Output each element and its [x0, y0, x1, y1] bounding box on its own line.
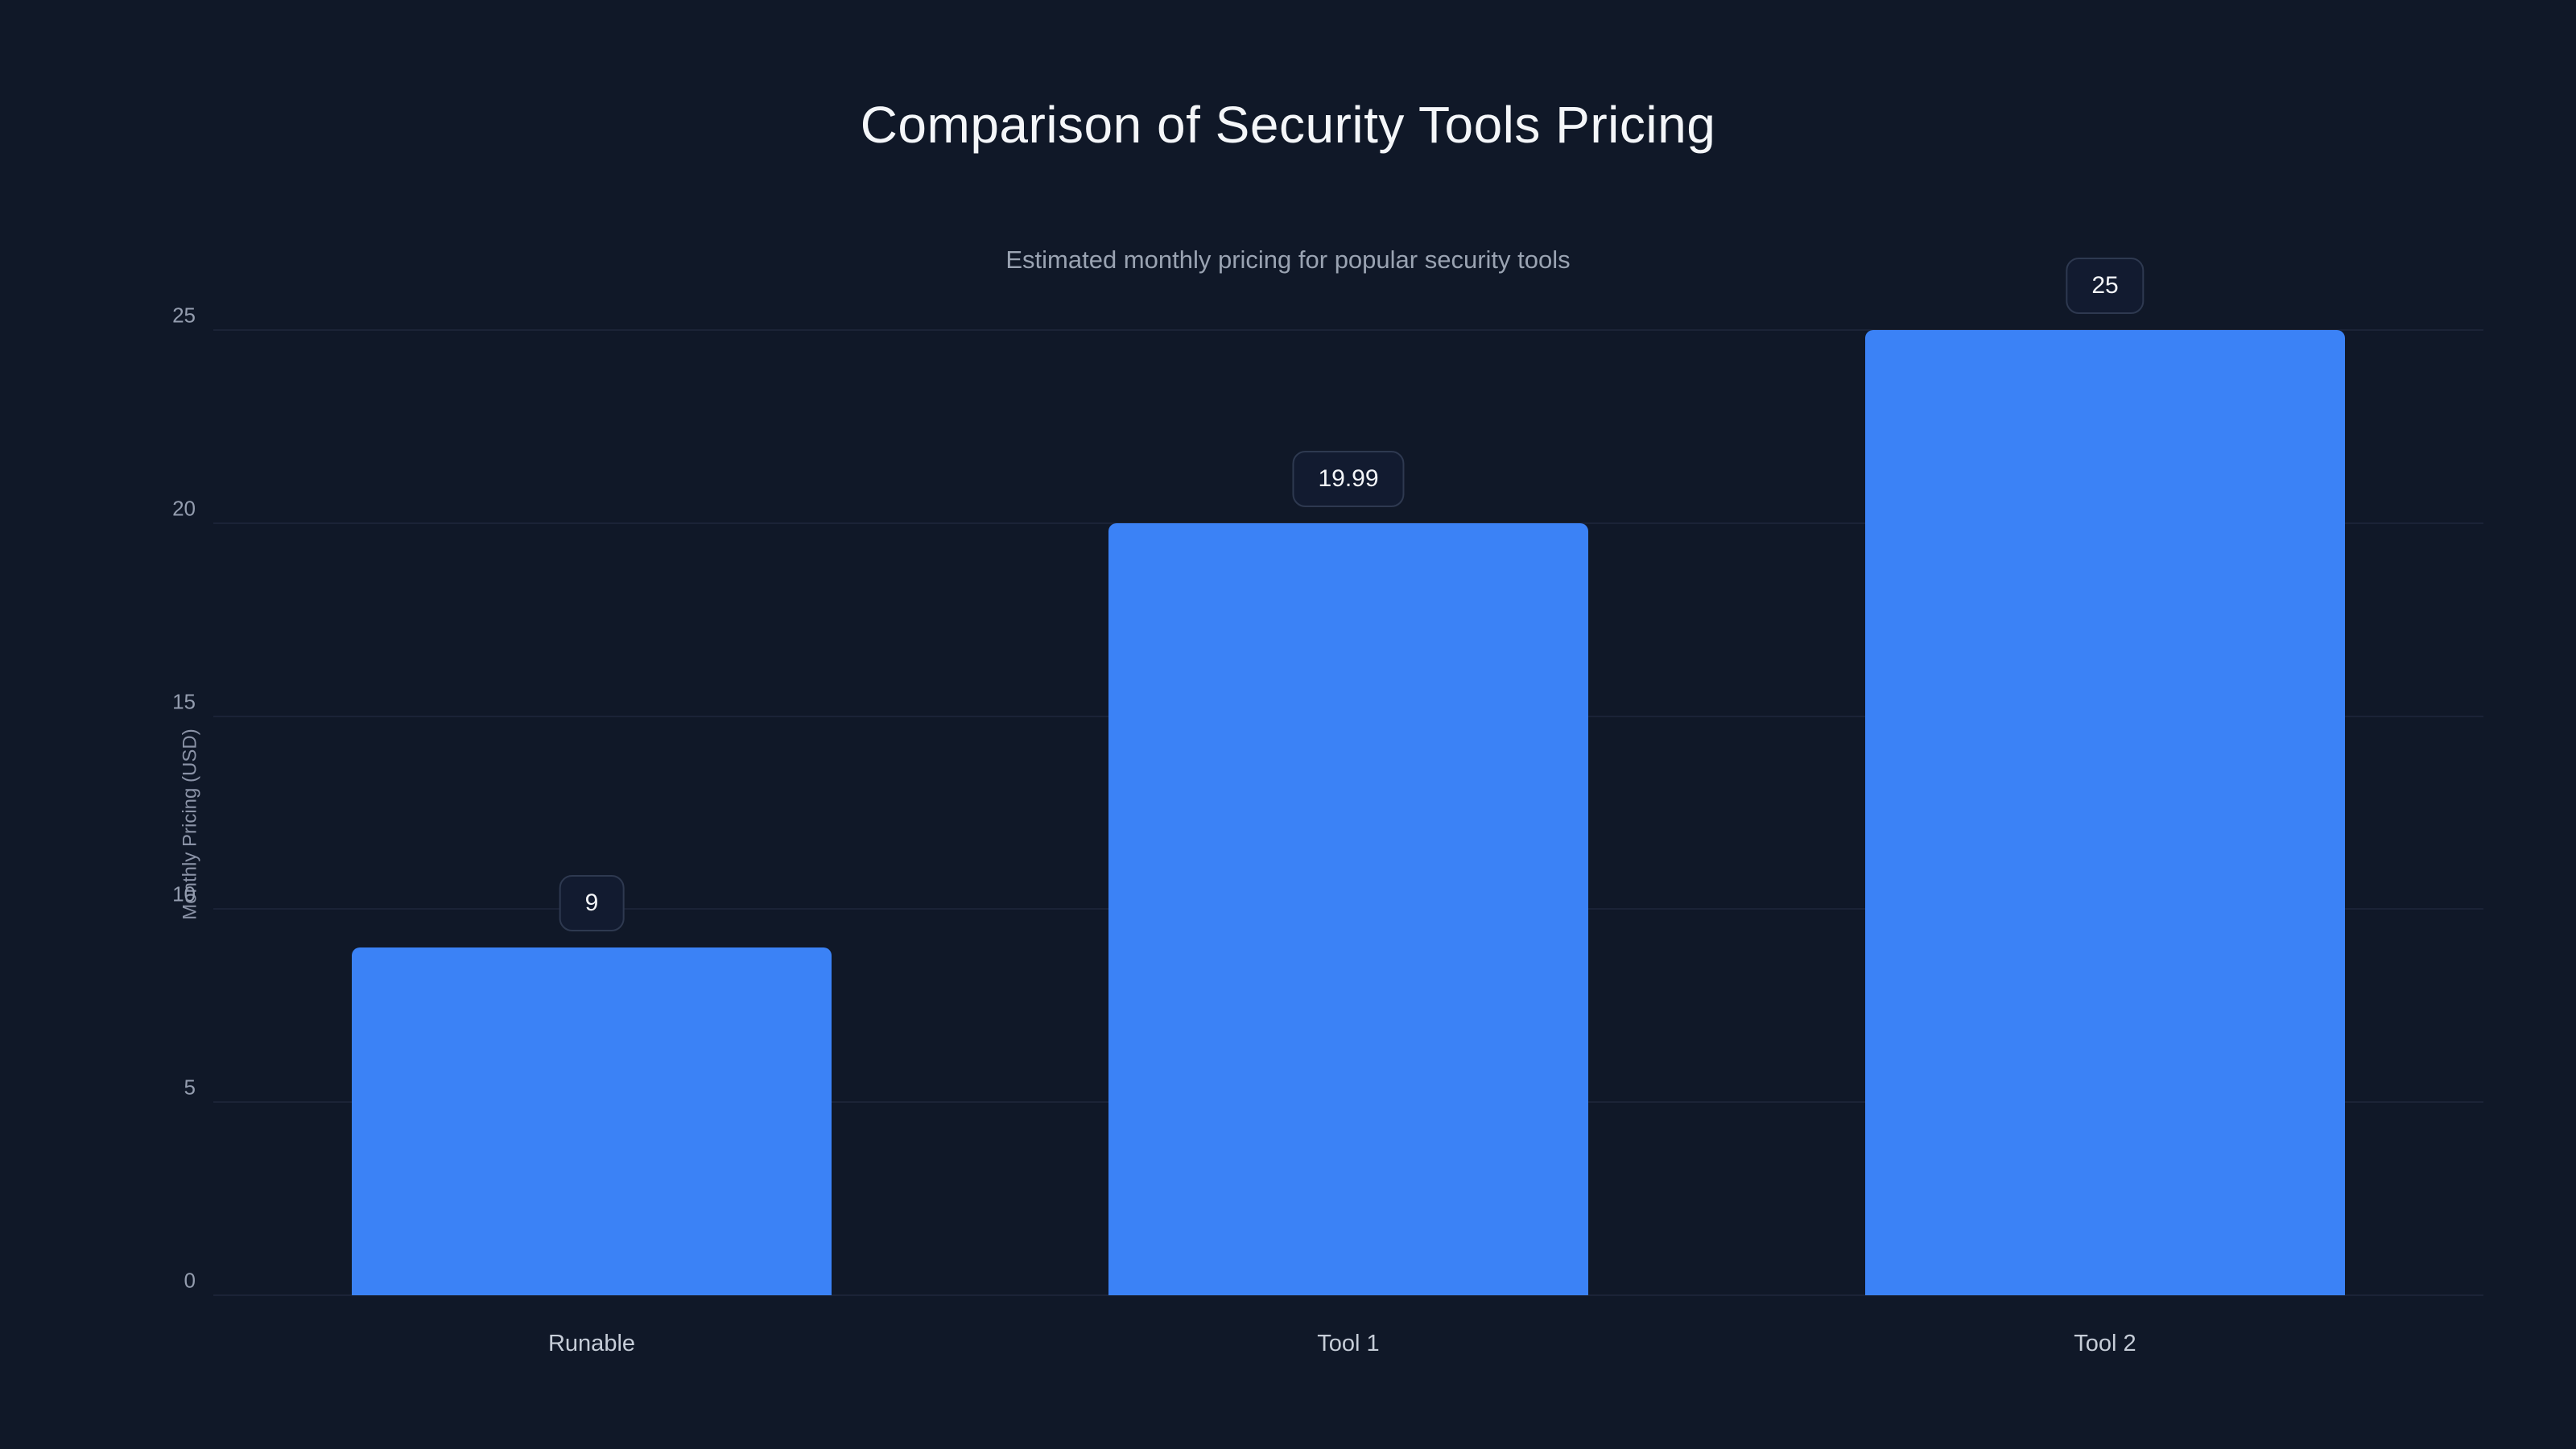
y-tick-label-20: 20	[172, 496, 196, 521]
chart-subtitle: Estimated monthly pricing for popular se…	[1005, 246, 1571, 274]
bar-column-0: 9 Runable	[213, 330, 970, 1356]
bar-tool-2	[1865, 330, 2345, 1295]
value-badge-tool-1: 19.99	[1292, 451, 1405, 508]
bar-tool-1	[1108, 523, 1588, 1295]
x-label-runable: Runable	[547, 1331, 636, 1356]
gridline-y-0	[213, 1294, 2483, 1296]
plot-area: 0 5 10 15 20 25 9 Runable 19.99 Tool 1 25 Tool 2	[172, 258, 2483, 1356]
y-tick-label-15: 15	[172, 689, 196, 714]
x-label-tool-2: Tool 2	[2074, 1331, 2136, 1356]
bar-column-2: 25 Tool 2	[1727, 258, 2483, 1356]
gridline-y-25	[213, 329, 2483, 331]
bar-runable	[352, 947, 832, 1295]
y-tick-label-0: 0	[184, 1268, 196, 1293]
bar-column-1: 19.99 Tool 1	[970, 330, 1727, 1356]
y-tick-label-10: 10	[172, 881, 196, 906]
chart-title: Comparison of Security Tools Pricing	[860, 96, 1716, 154]
y-tick-label-5: 5	[184, 1075, 196, 1100]
x-label-tool-1: Tool 1	[1317, 1331, 1380, 1356]
value-badge-runable: 9	[559, 875, 625, 932]
value-badge-tool-2: 25	[2066, 258, 2145, 314]
gridline-y-20	[213, 522, 2483, 524]
y-tick-label-25: 25	[172, 303, 196, 328]
